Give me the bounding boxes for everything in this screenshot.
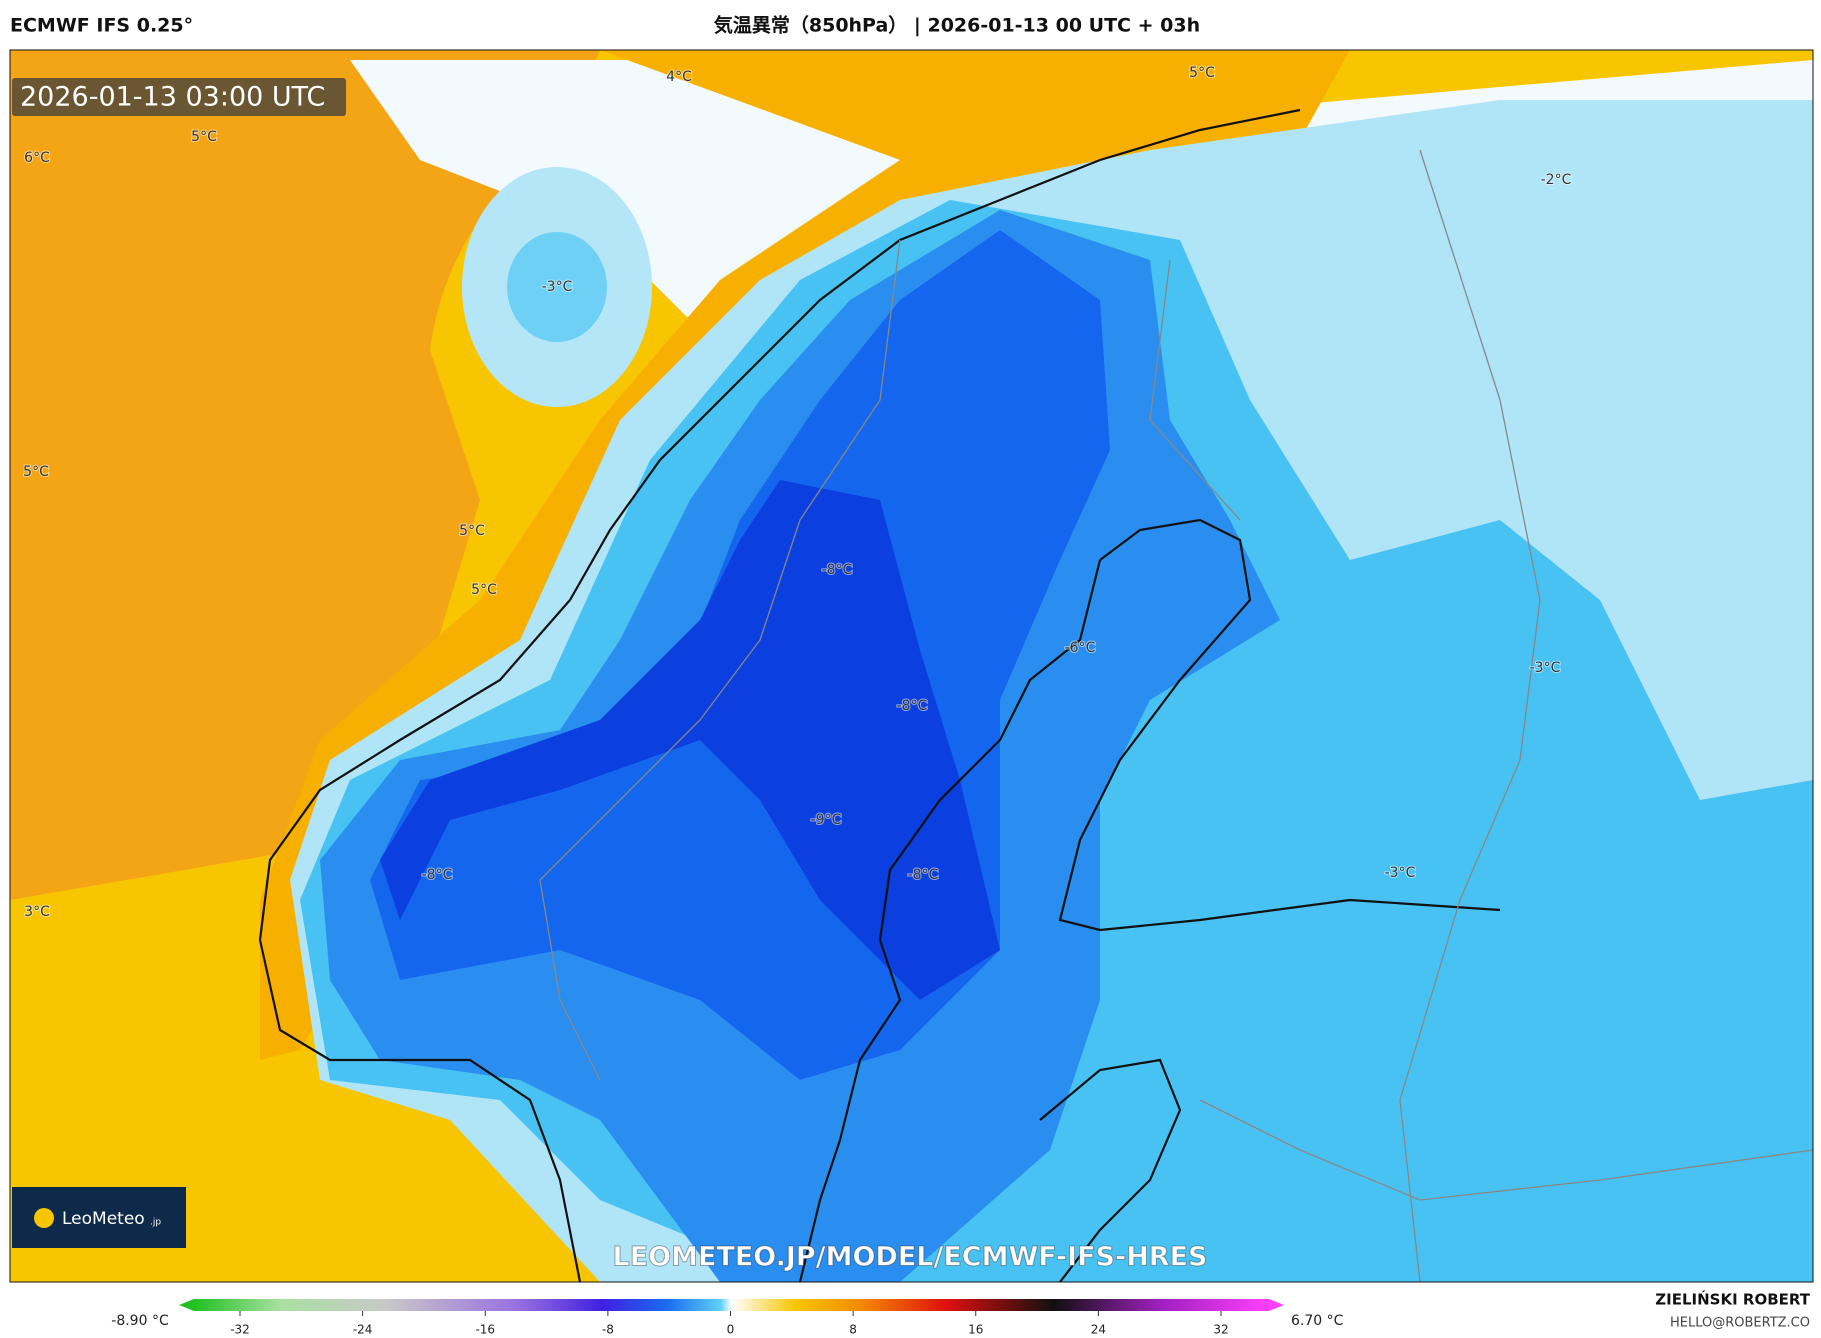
contour-label: 3°C: [24, 904, 50, 920]
contour-label: 6°C: [24, 150, 50, 166]
colorbar-tick-label: 8: [849, 1323, 857, 1337]
colorbar-low-arrow: [179, 1299, 194, 1311]
borders: [539, 149, 1813, 1282]
contour-label: 5°C: [459, 523, 485, 539]
cold-pocket-core: [507, 232, 607, 342]
contour-label: -8°C: [908, 867, 939, 883]
colorbar-ticks: -32 -24 -16 -8 0 8 16 24 32: [230, 1311, 1229, 1337]
contour-label: -6°C: [1065, 640, 1096, 656]
logo-sun: [34, 1208, 54, 1228]
colorbar-high-arrow: [1269, 1299, 1284, 1311]
colorbar-tick-label: 16: [968, 1323, 983, 1337]
contour-label: -8°C: [822, 562, 853, 578]
colorbar-tick-label: -8: [602, 1323, 614, 1337]
contact: HELLO@ROBERTZ.CO: [1670, 1316, 1810, 1331]
coastline: [258, 108, 1501, 1282]
colorbar-tick-label: 32: [1213, 1323, 1228, 1337]
colorbar: [179, 1299, 1284, 1311]
map-title: 気温異常（850hPa） | 2026-01-13 00 UTC + 03h: [714, 14, 1200, 37]
contour-label: 4°C: [666, 69, 692, 85]
cold-field-core: [380, 480, 1000, 1000]
timestamp-box: [12, 78, 346, 116]
colorbar-min: -8.90 °C: [111, 1313, 169, 1329]
colorbar-tick-label: -16: [475, 1323, 495, 1337]
timestamp: 2026-01-13 03:00 UTC: [20, 82, 325, 113]
model-name: ECMWF IFS 0.25°: [10, 15, 193, 37]
colorbar-tick-label: -24: [353, 1323, 373, 1337]
logo-suffix: .jp: [150, 1218, 161, 1228]
map-frame: [9, 49, 1814, 1283]
colorbar-max: 6.70 °C: [1291, 1313, 1344, 1329]
author: ZIELIŃSKI ROBERT: [1655, 1290, 1810, 1309]
colorbar-tick-label: -32: [230, 1323, 250, 1337]
contour-label: 5°C: [471, 582, 497, 598]
contour-label: 5°C: [1189, 65, 1215, 81]
colorbar-tick-label: 0: [727, 1323, 735, 1337]
contour-label: 5°C: [23, 464, 49, 480]
contour-label: -3°C: [1530, 660, 1561, 676]
contour-label: -2°C: [1541, 172, 1572, 188]
contour-label: 5°C: [191, 129, 217, 145]
colorbar-ramp: [194, 1299, 1269, 1311]
map: 4°C 5°C 5°C 6°C -3°C -2°C 5°C 5°C 5°C -8°C -6°C -3°…: [10, 50, 1813, 1282]
contour-label: -8°C: [422, 867, 453, 883]
warm-field: [10, 50, 600, 900]
contour-label: -3°C: [1385, 865, 1416, 881]
logo-text: LeoMeteo: [62, 1209, 145, 1229]
contour-label: -9°C: [811, 812, 842, 828]
contour-labels: 4°C 5°C 5°C 6°C -3°C -2°C 5°C 5°C 5°C -8°C -6°C -3°…: [22, 64, 1572, 921]
colorbar-tick-label: 24: [1091, 1323, 1106, 1337]
watermark: LEOMETEO.JP/MODEL/ECMWF-IFS-HRES: [613, 1242, 1208, 1273]
contour-label: -8°C: [897, 698, 928, 714]
contour-label: -3°C: [542, 279, 573, 295]
